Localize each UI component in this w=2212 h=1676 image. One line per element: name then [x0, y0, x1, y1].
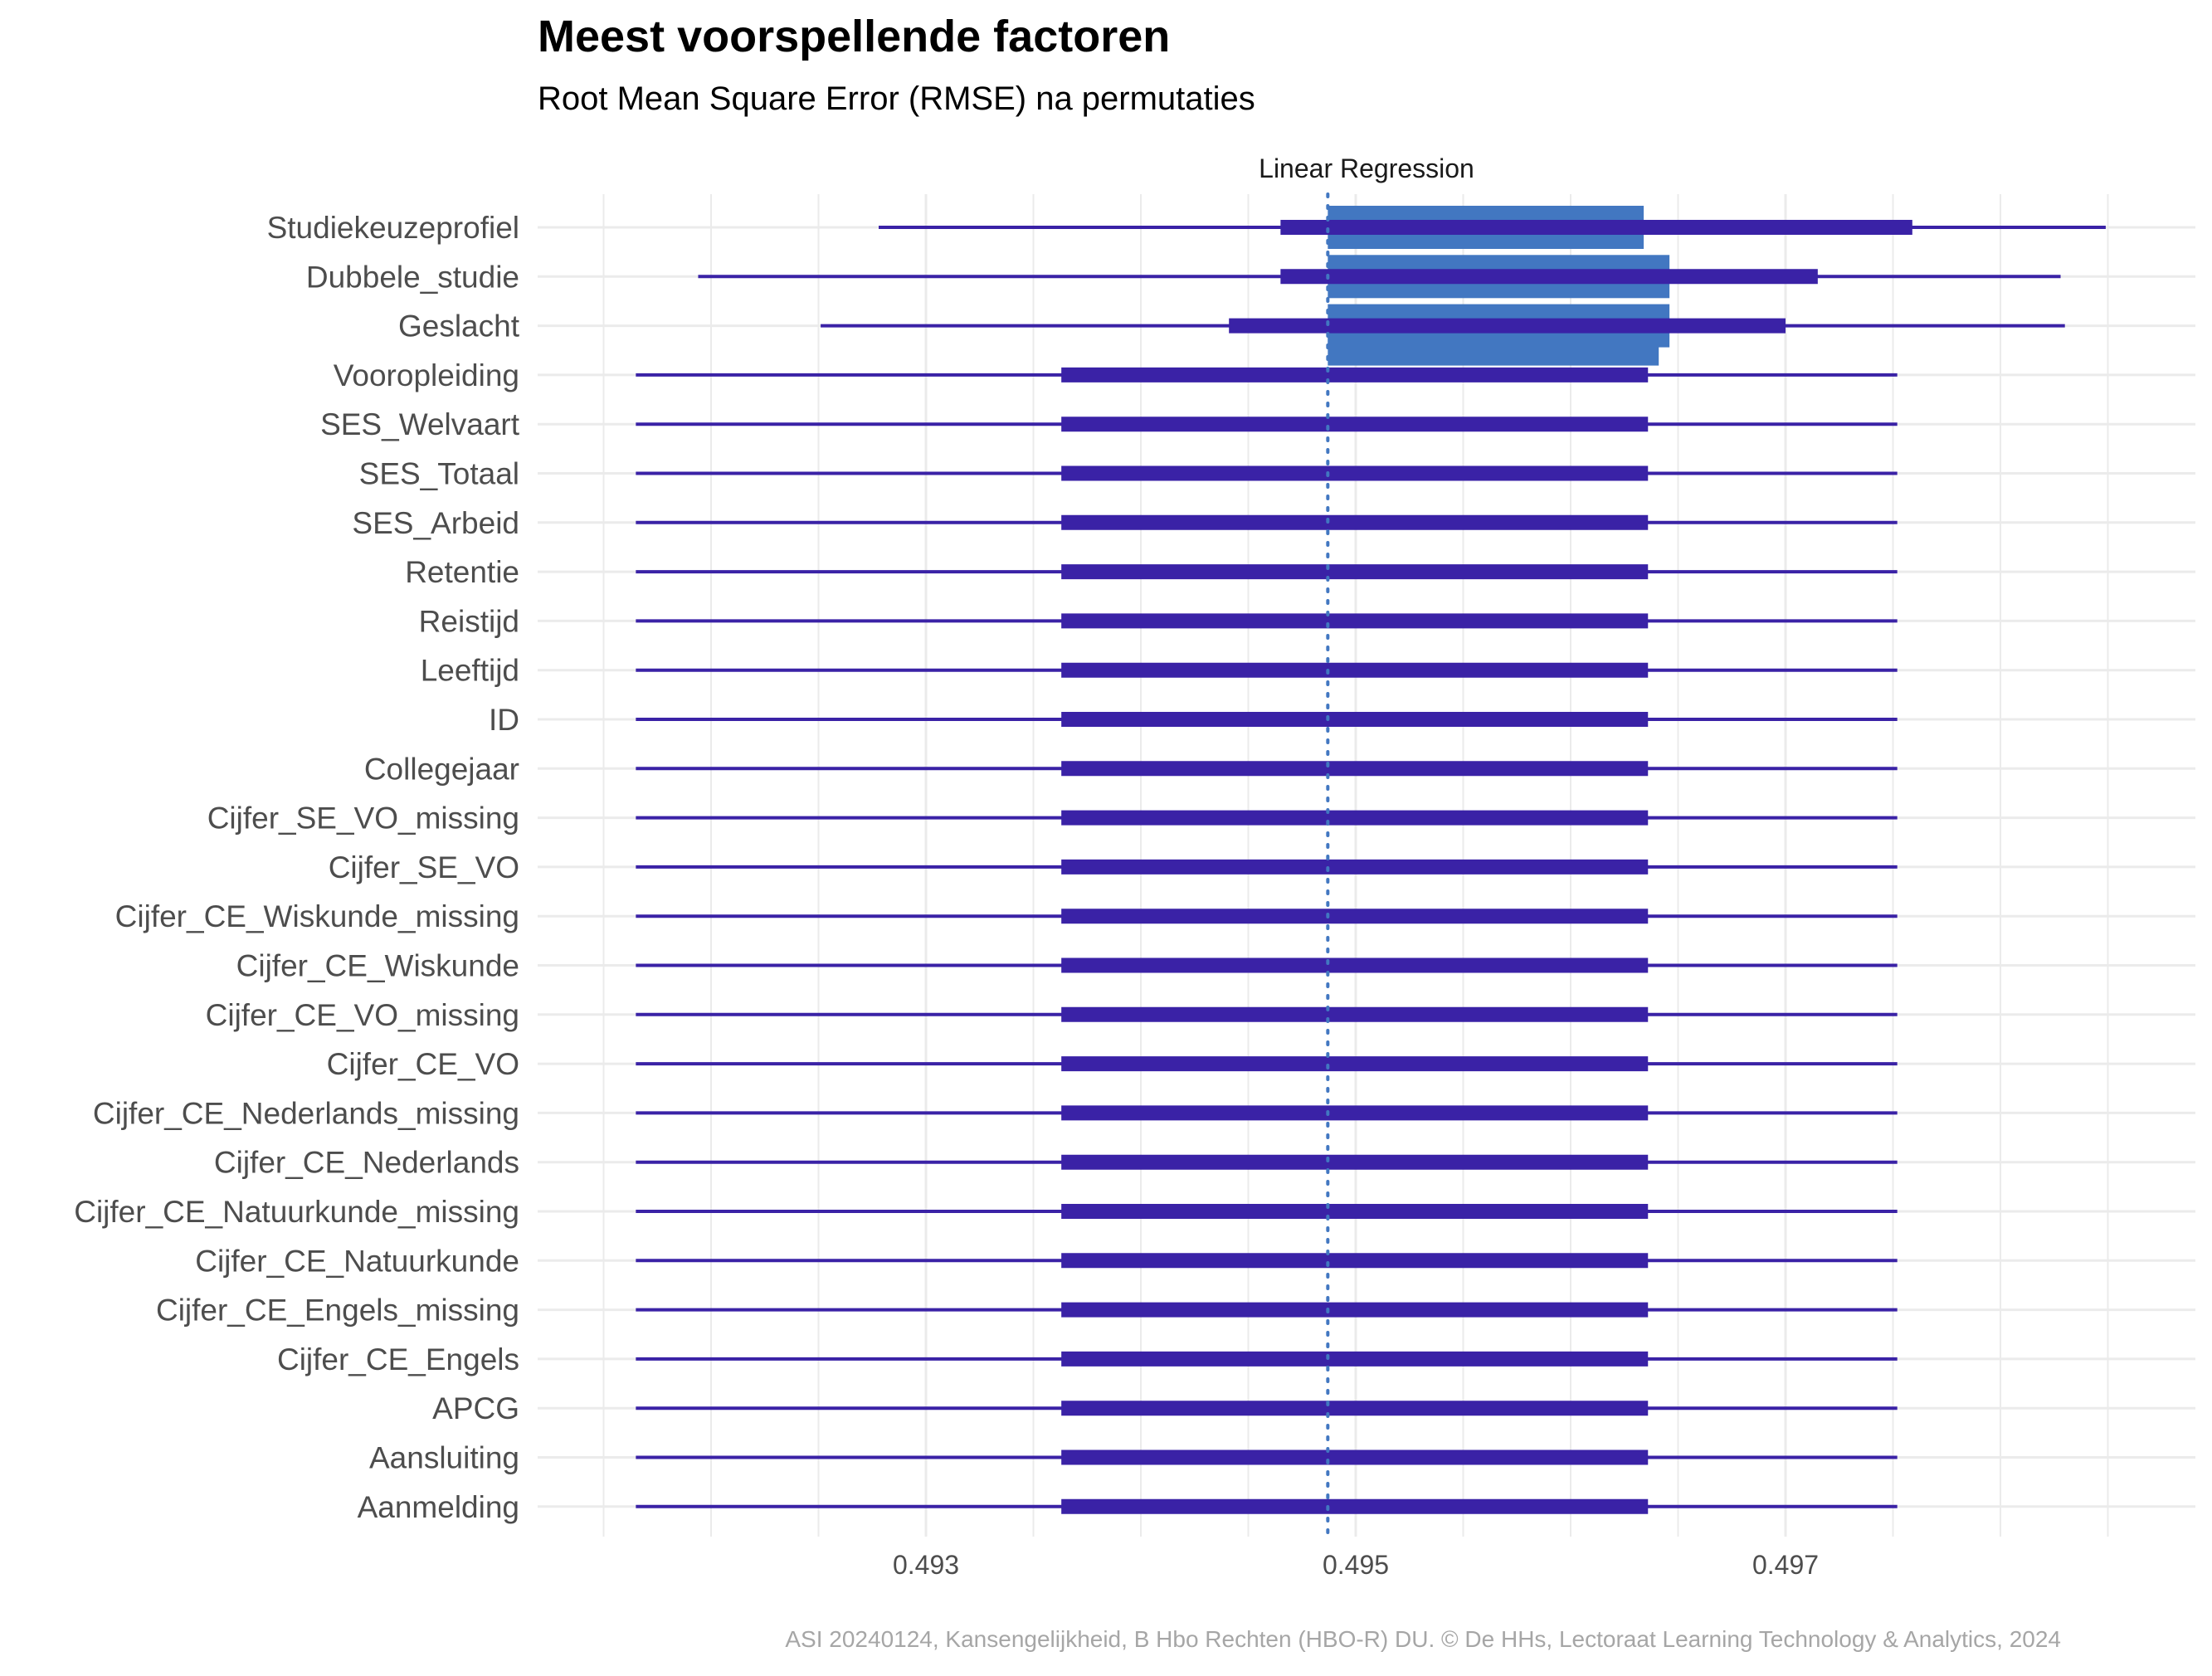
- y-tick-label: Reistijd: [419, 604, 519, 638]
- y-tick-label: Aansluiting: [369, 1441, 519, 1475]
- y-tick-label: Dubbele_studie: [306, 260, 519, 294]
- y-tick-label: Leeftijd: [421, 654, 519, 688]
- y-tick-label: SES_Totaal: [359, 457, 519, 491]
- y-tick-label: Cijfer_CE_VO_missing: [206, 998, 519, 1032]
- y-tick-label: Retentie: [405, 555, 519, 589]
- y-tick-label: Cijfer_CE_Natuurkunde_missing: [74, 1195, 519, 1229]
- y-tick-label: Geslacht: [398, 309, 520, 343]
- y-tick-label: Vooropleiding: [334, 358, 519, 392]
- boxplots: [636, 220, 2106, 1514]
- x-axis-labels: 0.493 0.495 0.497: [893, 1550, 1819, 1580]
- x-tick-label: 0.495: [1323, 1550, 1389, 1580]
- chart-title: Meest voorspellende factoren: [538, 12, 1170, 61]
- y-tick-label: Studiekeuzeprofiel: [267, 211, 519, 245]
- x-tick-label: 0.493: [893, 1550, 959, 1580]
- y-tick-label: Cijfer_CE_Natuurkunde: [195, 1244, 519, 1278]
- y-tick-label: SES_Welvaart: [320, 407, 520, 441]
- y-tick-label: Cijfer_CE_Wiskunde: [236, 949, 519, 983]
- y-tick-label: Cijfer_SE_VO_missing: [207, 801, 519, 836]
- facet-label: Linear Regression: [1259, 153, 1474, 183]
- y-tick-label: Cijfer_CE_Engels: [277, 1342, 519, 1376]
- chart-caption: ASI 20240124, Kansengelijkheid, B Hbo Re…: [785, 1626, 2061, 1652]
- y-tick-label: Cijfer_CE_Nederlands_missing: [93, 1096, 519, 1130]
- y-tick-label: Collegejaar: [364, 752, 519, 786]
- y-tick-label: Aanmelding: [358, 1490, 519, 1524]
- y-tick-label: Cijfer_SE_VO: [329, 850, 519, 884]
- x-tick-label: 0.497: [1752, 1550, 1819, 1580]
- y-tick-label: ID: [489, 703, 519, 737]
- y-axis-labels: Studiekeuzeprofiel Dubbele_studie Geslacht…: [74, 211, 519, 1524]
- y-tick-label: SES_Arbeid: [352, 506, 519, 540]
- chart-subtitle: Root Mean Square Error (RMSE) na permuta…: [538, 80, 1255, 117]
- y-tick-label: Cijfer_CE_Engels_missing: [156, 1294, 519, 1328]
- y-tick-label: Cijfer_CE_VO: [327, 1047, 519, 1081]
- y-tick-label: Cijfer_CE_Wiskunde_missing: [115, 899, 519, 933]
- y-tick-label: APCG: [432, 1391, 519, 1425]
- y-tick-label: Cijfer_CE_Nederlands: [214, 1146, 519, 1180]
